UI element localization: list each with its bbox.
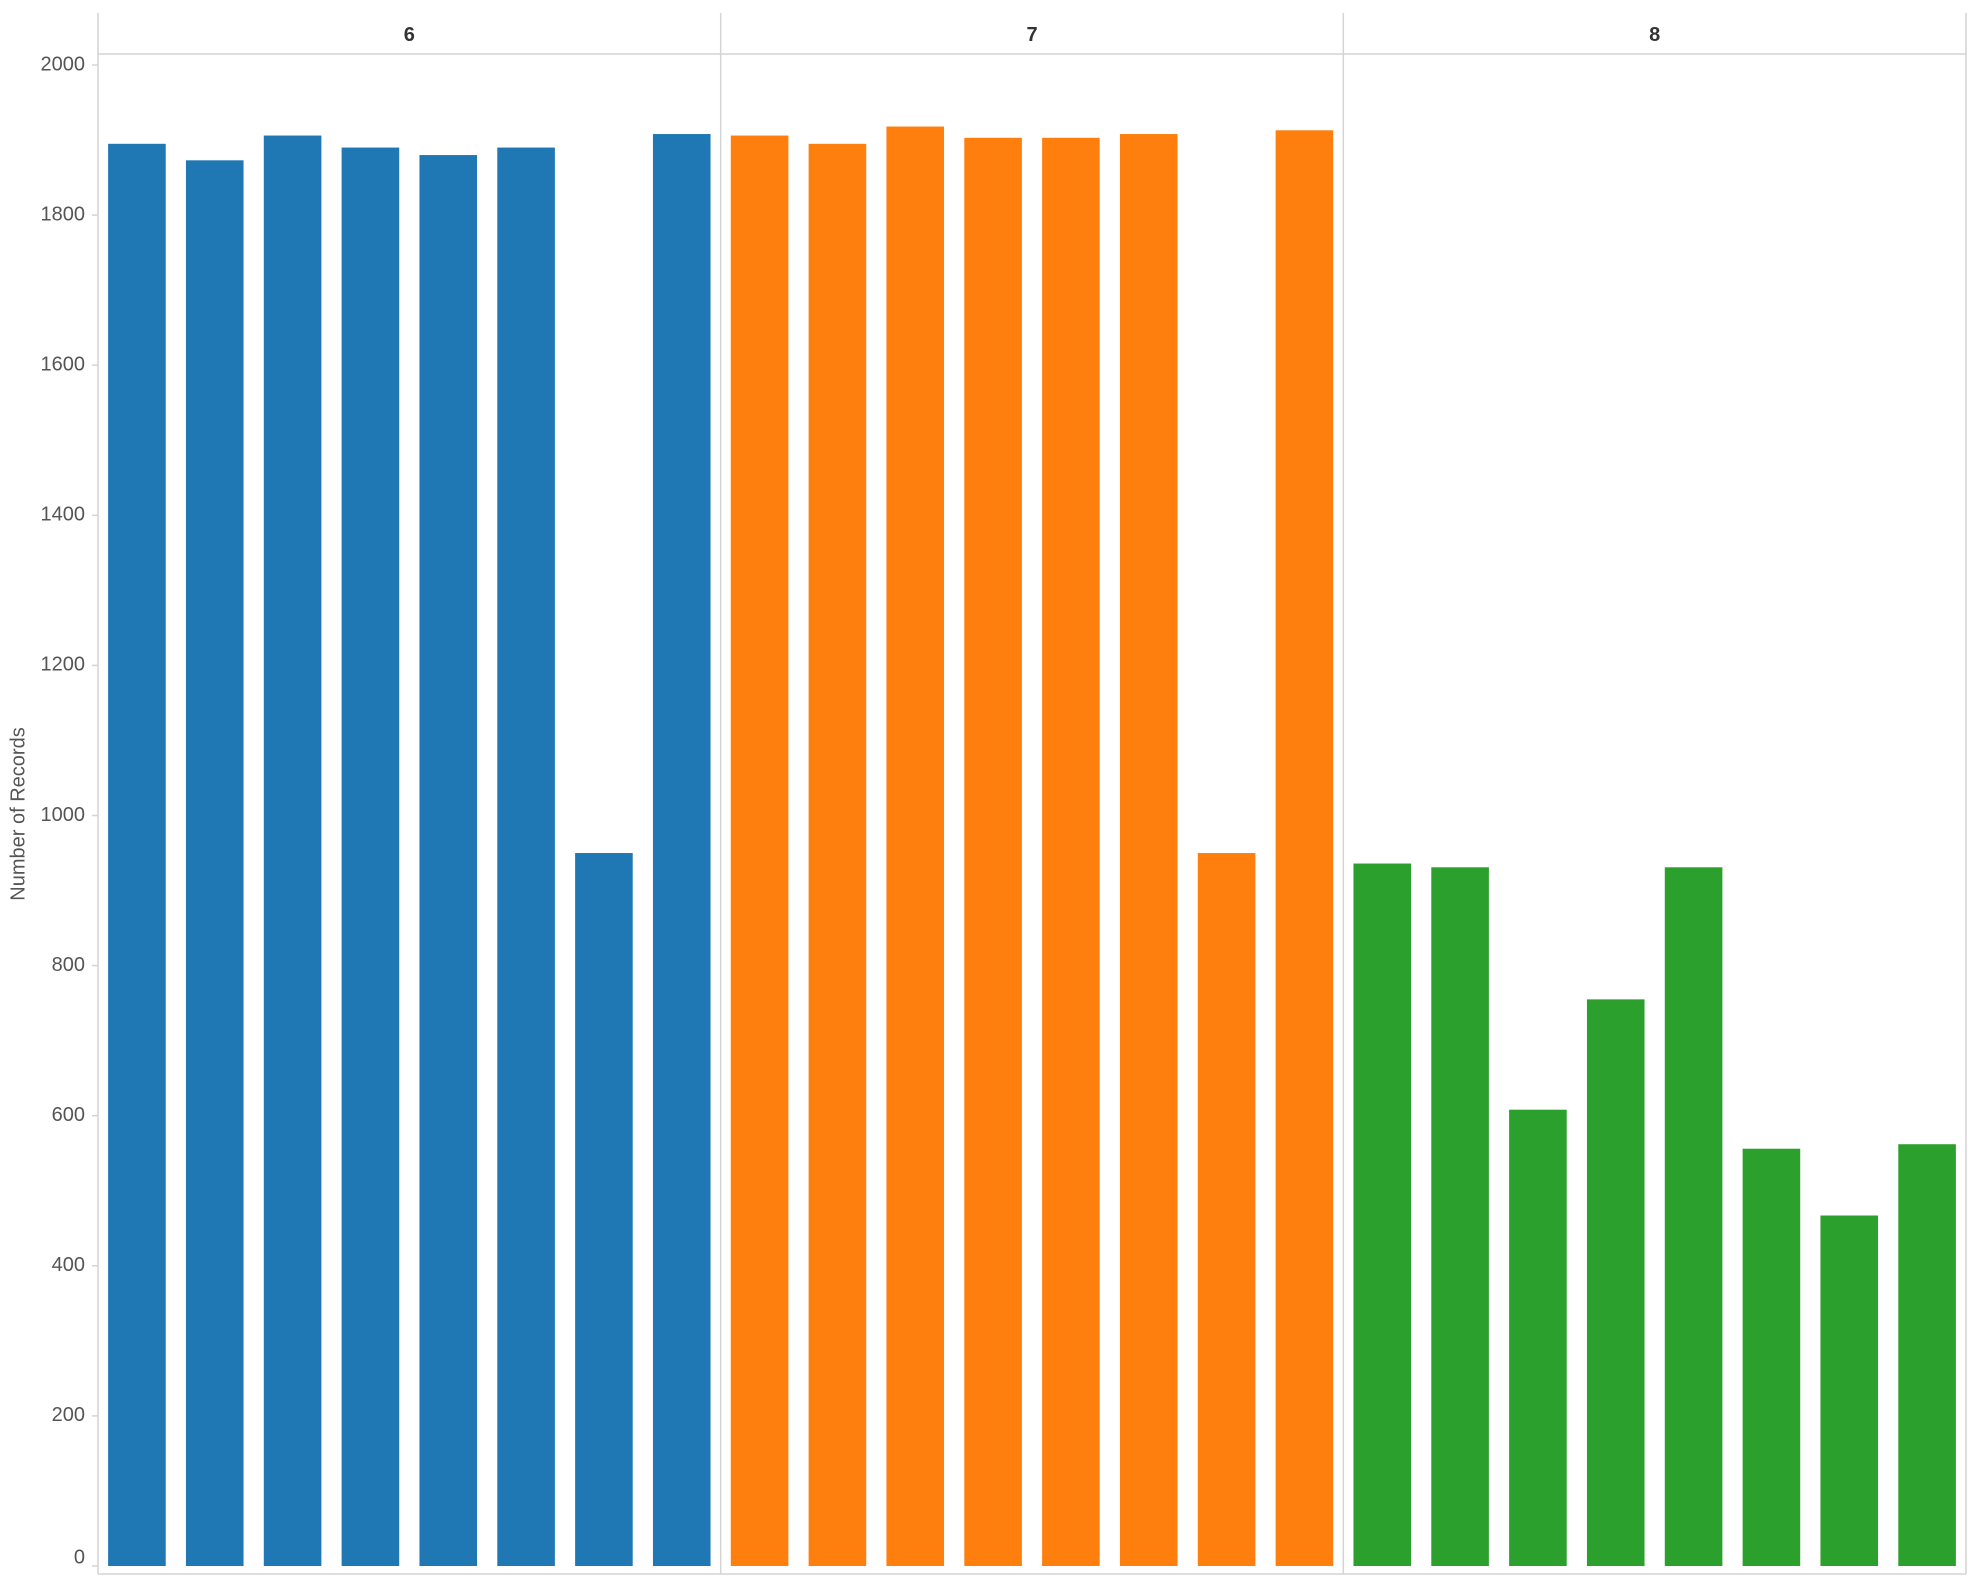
y-tick-label: 400 [52, 1254, 85, 1276]
y-axis-label: Number of Records [7, 727, 29, 900]
y-tick-label: 1400 [41, 504, 86, 526]
bar [1509, 1109, 1567, 1566]
y-tick-label: 1000 [41, 804, 86, 826]
bar [263, 135, 322, 1566]
bar [1353, 863, 1412, 1566]
y-tick-label: 1200 [41, 654, 86, 676]
bar [1586, 999, 1645, 1566]
y-tick-label: 600 [52, 1104, 85, 1126]
y-tick-label: 800 [52, 954, 85, 976]
bar [1898, 1144, 1956, 1566]
bar [341, 147, 400, 1567]
panel-title: 6 [404, 24, 415, 46]
bar [886, 126, 945, 1566]
bar [1664, 867, 1723, 1566]
bar [964, 137, 1022, 1567]
bar [1275, 130, 1334, 1567]
bar [1042, 137, 1100, 1567]
bar [108, 143, 166, 1567]
y-tick-label: 0 [74, 1546, 85, 1568]
bar [1742, 1148, 1801, 1566]
panel-title: 8 [1649, 24, 1660, 46]
bar [808, 143, 867, 1567]
bar [1820, 1215, 1879, 1566]
y-tick-label: 200 [52, 1404, 85, 1426]
y-tick-label: 1800 [41, 203, 86, 225]
y-tick-label: 2000 [41, 53, 86, 75]
bar [1197, 853, 1256, 1566]
bar [185, 160, 244, 1567]
bar [1119, 134, 1178, 1566]
bar [497, 147, 555, 1567]
bar [1431, 867, 1489, 1566]
bar [575, 853, 633, 1566]
bar [652, 134, 711, 1566]
panel-title: 7 [1026, 24, 1037, 46]
bar [730, 135, 789, 1566]
y-tick-label: 1600 [41, 353, 86, 375]
bar [419, 155, 478, 1566]
